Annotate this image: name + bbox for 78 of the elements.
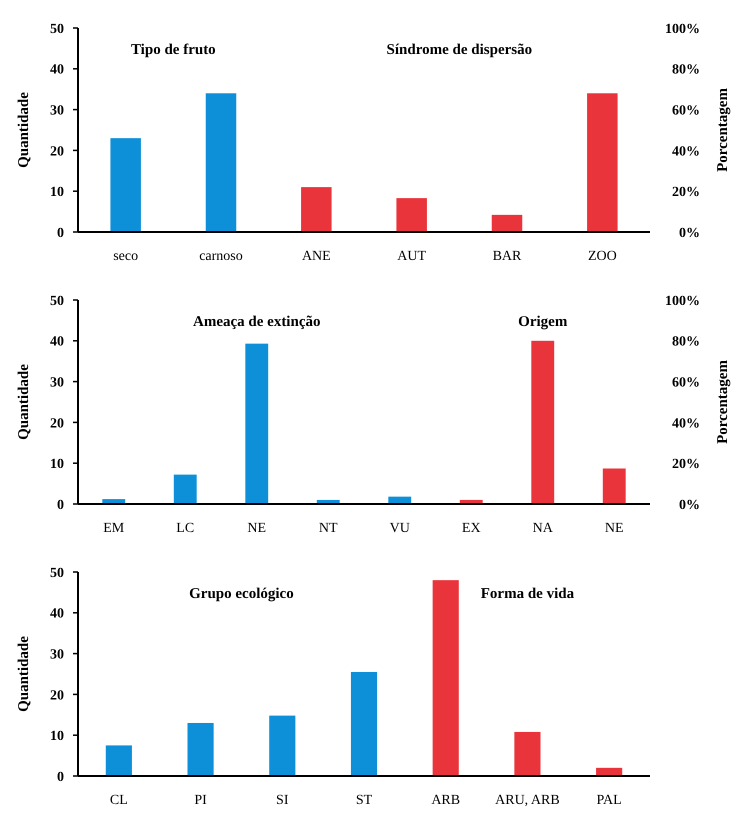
y2-tick-label: 0% [679,226,700,241]
y2-tick-label: 100% [665,294,700,309]
bar [187,722,214,776]
bar [396,198,427,232]
x-tick-label: SI [276,793,289,808]
bar [110,138,141,232]
y-tick-label: 50 [50,294,64,309]
x-tick-label: EX [462,521,481,536]
bar [492,214,522,232]
annotation: Ameaça de extinção [193,314,320,330]
x-tick-label: ARU, ARB [495,793,560,808]
annotation: Tipo de fruto [130,42,216,58]
y-tick-label: 50 [50,22,64,37]
bar [432,580,459,776]
x-tick-label: carnoso [199,249,243,264]
x-tick-label: ZOO [588,249,617,264]
y2-tick-label: 20% [672,457,700,472]
x-tick-label: NE [247,521,266,536]
bar [514,732,541,776]
bar [602,468,626,504]
y-tick-label: 10 [50,185,64,200]
annotation: Forma de vida [480,586,575,602]
y2-axis-title: Porcentagem [715,360,731,444]
x-tick-label: ARB [431,793,460,808]
x-tick-label: LC [176,521,194,536]
bar [269,716,296,776]
y2-tick-label: 80% [672,334,700,350]
x-tick-label: NE [604,521,624,536]
y2-tick-label: 0% [679,498,700,513]
y-tick-label: 0 [57,226,64,241]
bar [106,745,132,776]
x-tick-label: ANE [302,249,331,264]
x-tick-label: NA [532,521,554,536]
bar [350,672,378,776]
y2-tick-label: 20% [672,185,700,200]
bar [174,474,197,504]
y2-tick-label: 60% [672,376,700,390]
y-tick-label: 40 [50,62,64,78]
y-tick-label: 10 [50,457,64,472]
y-tick-label: 0 [57,770,64,785]
annotation: Origem [518,314,568,330]
y-tick-label: 40 [50,334,64,350]
y-axis-title: Quantidade [16,364,32,440]
x-tick-label: CL [110,793,128,808]
y2-tick-label: 100% [665,22,700,37]
x-tick-label: PAL [596,793,622,808]
x-tick-label: seco [113,249,138,264]
x-tick-label: BAR [492,249,522,264]
x-tick-label: EM [103,521,125,536]
bar [245,344,268,504]
y-tick-label: 20 [50,144,64,160]
y-tick-label: 0 [57,498,64,513]
y-axis-title: Quantidade [16,636,32,712]
y-tick-label: 30 [50,648,64,662]
bar [301,187,332,232]
y-axis-title: Quantidade [16,92,32,168]
y2-tick-label: 80% [672,62,700,78]
x-tick-label: ST [356,793,373,808]
x-tick-label: PI [194,793,208,808]
annotation: Síndrome de dispersão [386,42,532,58]
x-tick-label: VU [390,521,410,536]
y-tick-label: 20 [50,688,64,704]
y-tick-label: 40 [50,606,64,622]
bar [587,93,618,232]
bar [206,93,236,232]
y-tick-label: 30 [50,104,64,118]
bar [531,340,554,504]
y-tick-label: 20 [50,416,64,432]
x-tick-label: NT [318,521,338,536]
x-tick-label: AUT [397,249,426,264]
y2-axis-title: Porcentagem [715,88,731,172]
y-tick-label: 30 [50,376,64,390]
y2-tick-label: 40% [672,144,700,160]
y2-tick-label: 40% [672,416,700,432]
y2-tick-label: 60% [672,104,700,118]
y-tick-label: 10 [50,729,64,744]
annotation: Grupo ecológico [189,586,294,602]
y-tick-label: 50 [50,566,64,581]
